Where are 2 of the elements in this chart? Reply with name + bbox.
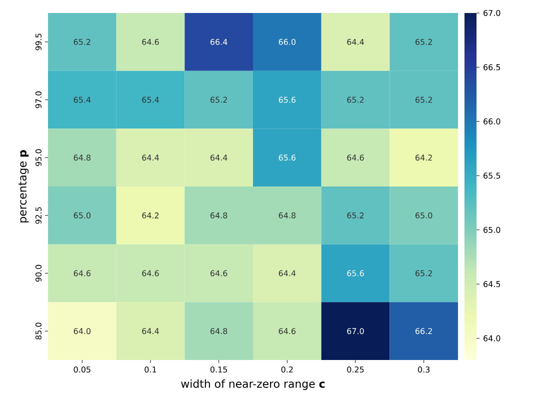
y-axis-title: percentage p <box>18 150 29 222</box>
x-axis-title: width of near-zero range c <box>181 379 325 390</box>
